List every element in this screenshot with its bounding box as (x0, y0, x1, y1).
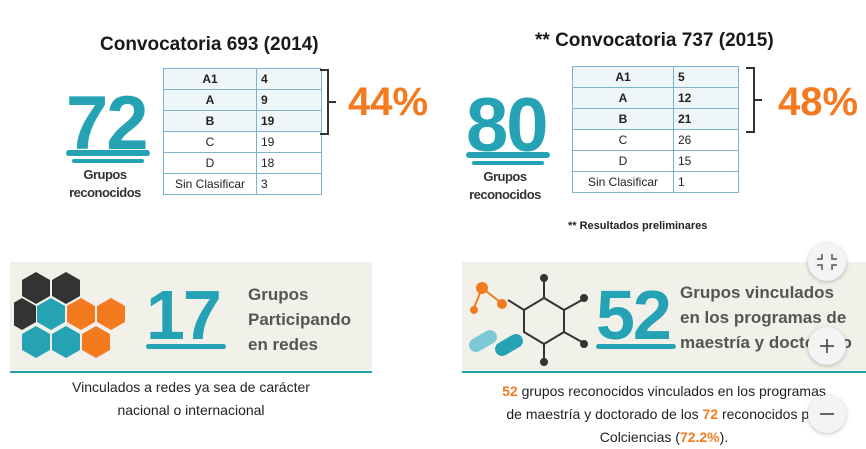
card-caption: Vinculados a redes ya sea de carácter na… (10, 376, 372, 422)
plus-icon (820, 339, 834, 353)
caption-text: Vinculados a redes ya sea de carácter (72, 379, 310, 395)
total-number: 80 (466, 83, 549, 168)
table-row: A1 4 (163, 68, 322, 90)
zoom-in-button[interactable] (808, 327, 846, 365)
caption-text: reconocidos por (718, 406, 822, 422)
total-label: Grupos reconocidos (450, 168, 560, 204)
text-line: en los programas de (680, 308, 847, 327)
category-cell: B (572, 108, 674, 130)
count-cell: 5 (673, 66, 739, 88)
hexagon-icon (14, 272, 125, 358)
card-caption: 52 grupos reconocidos vinculados en los … (462, 380, 866, 449)
count-cell: 19 (256, 110, 322, 132)
caption-text: de maestría y doctorado de los (506, 406, 703, 422)
panel-title: Convocatoria 693 (2014) (100, 34, 319, 55)
count-cell: 21 (673, 108, 739, 130)
percent: 44% (348, 80, 429, 124)
count-cell: 3 (256, 173, 322, 195)
category-cell: A (163, 89, 257, 111)
table-row: Sin Clasificar 3 (163, 173, 322, 195)
count-cell: 15 (673, 150, 739, 172)
category-cell: Sin Clasificar (572, 171, 674, 193)
underline (66, 150, 150, 156)
caption-text: grupos reconocidos vinculados en los pro… (517, 383, 826, 399)
count-cell: 12 (673, 87, 739, 109)
text-line: Grupos (248, 285, 309, 304)
category-cell: Sin Clasificar (163, 173, 257, 195)
caption-text: ). (719, 429, 729, 445)
category-cell: C (572, 129, 674, 151)
underline (72, 159, 144, 163)
table-row: A1 5 (572, 66, 739, 88)
groups-table: A1 4 A 9 B 19 C 19 D 18 Sin Clasificar 3 (163, 68, 322, 195)
label-line: reconocidos (69, 185, 141, 200)
count-cell: 26 (673, 129, 739, 151)
category-cell: B (163, 110, 257, 132)
total-label: Grupos reconocidos (50, 166, 160, 202)
count-cell: 1 (673, 171, 739, 193)
table-row: C 19 (163, 131, 322, 153)
zoom-out-button[interactable] (808, 395, 846, 433)
text-line: Grupos vinculados (680, 283, 834, 302)
caption-highlight: 72 (702, 406, 719, 422)
table-row: Sin Clasificar 1 (572, 171, 739, 193)
count-cell: 9 (256, 89, 322, 111)
underline (596, 344, 676, 349)
table-row: D 15 (572, 150, 739, 172)
text-line: Participando (248, 310, 351, 329)
table-row: B 19 (163, 110, 322, 132)
category-cell: D (572, 150, 674, 172)
percent: 48% (778, 80, 859, 124)
card-number: 17 (146, 276, 222, 354)
label-line: Grupos (83, 167, 127, 182)
underline (472, 161, 544, 165)
table-row: C 26 (572, 129, 739, 151)
count-cell: 4 (256, 68, 322, 90)
count-cell: 19 (256, 131, 322, 153)
card (462, 262, 866, 370)
fit-icon (817, 254, 837, 270)
text-line: en redes (248, 335, 318, 354)
groups-table: A1 5 A 12 B 21 C 26 D 15 Sin Clasificar 1 (572, 66, 739, 193)
caption-text: nacional o internacional (117, 402, 265, 418)
underline (146, 344, 226, 349)
label-line: Grupos (483, 169, 527, 184)
divider (10, 371, 372, 373)
category-cell: A1 (163, 68, 257, 90)
total-number: 72 (66, 81, 149, 166)
minus-icon (820, 413, 834, 415)
bracket (320, 69, 336, 135)
label-line: reconocidos (469, 187, 541, 202)
category-cell: C (163, 131, 257, 153)
panel-title: ** Convocatoria 737 (2015) (535, 30, 774, 51)
count-cell: 18 (256, 152, 322, 174)
table-row: A 12 (572, 87, 739, 109)
table-row: D 18 (163, 152, 322, 174)
category-cell: A1 (572, 66, 674, 88)
category-cell: D (163, 152, 257, 174)
card-text: Grupos Participando en redes (248, 282, 351, 357)
note: ** Resultados preliminares (568, 220, 708, 232)
bracket (746, 67, 762, 133)
caption-text: Colciencias ( (599, 429, 680, 445)
caption-highlight: 72.2% (679, 429, 720, 445)
fit-button[interactable] (808, 243, 846, 281)
card-number: 52 (596, 276, 672, 354)
divider (462, 371, 866, 373)
underline (466, 152, 550, 158)
caption-highlight: 52 (502, 383, 518, 399)
category-cell: A (572, 87, 674, 109)
molecule-icon (469, 274, 588, 366)
table-row: B 21 (572, 108, 739, 130)
